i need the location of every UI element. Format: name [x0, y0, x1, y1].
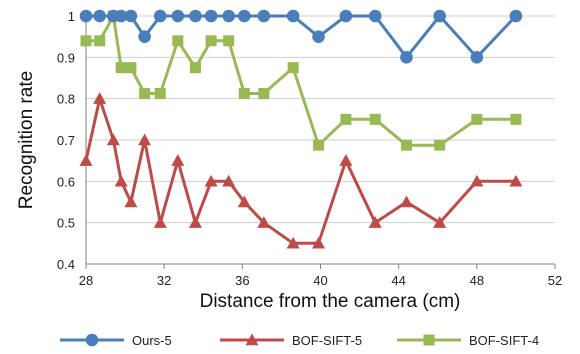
- series-line: [84, 97, 516, 245]
- data-point-circle: [312, 30, 325, 43]
- legend: Ours-5 BOF-SIFT-5 BOF-SIFT-4: [60, 333, 539, 348]
- data-point-square: [223, 35, 235, 47]
- data-point-triangle: [286, 236, 300, 249]
- data-point-triangle: [79, 154, 93, 166]
- axes: [85, 16, 556, 269]
- data-point-circle: [470, 51, 484, 64]
- data-point-triangle: [114, 174, 128, 187]
- data-point-circle: [171, 9, 185, 23]
- y-tick-label: 0.8: [57, 92, 75, 107]
- data-point-triangle: [339, 154, 353, 166]
- data-point-square: [80, 35, 92, 47]
- data-point-square: [172, 35, 184, 47]
- y-tick-label: 0.6: [57, 174, 75, 189]
- legend-label: BOF-SIFT-4: [469, 333, 539, 348]
- legend-label: BOF-SIFT-5: [292, 333, 362, 348]
- data-point-triangle: [257, 216, 271, 228]
- data-point-square: [423, 334, 435, 346]
- data-point-square: [510, 113, 522, 125]
- x-tick-label: 44: [391, 273, 405, 288]
- data-point-square: [125, 62, 137, 74]
- data-point-square: [154, 88, 166, 99]
- data-point-circle: [286, 9, 300, 23]
- data-point-square: [139, 88, 151, 99]
- data-point-triangle: [509, 174, 523, 187]
- data-point-triangle: [138, 133, 152, 146]
- series-bof-sift-5: [79, 92, 523, 249]
- data-point-triangle: [204, 174, 218, 187]
- data-point-square: [189, 62, 201, 74]
- data-point-square: [258, 88, 270, 99]
- data-point-triangle: [368, 216, 382, 228]
- y-tick-label: 0.4: [57, 257, 75, 272]
- data-point-circle: [138, 30, 151, 43]
- data-point-square: [471, 113, 483, 125]
- data-point-circle: [257, 9, 271, 23]
- data-point-circle: [189, 9, 202, 23]
- data-point-square: [400, 139, 412, 151]
- data-point-circle: [368, 9, 382, 23]
- data-point-circle: [85, 333, 99, 347]
- x-tick-label: 28: [79, 273, 93, 288]
- data-point-triangle: [222, 174, 236, 187]
- data-point-square: [369, 113, 381, 125]
- data-point-square: [205, 35, 217, 47]
- data-point-triangle: [188, 216, 202, 228]
- legend-item: Ours-5: [60, 333, 172, 348]
- data-point-square: [94, 35, 106, 47]
- series-group: [79, 9, 523, 249]
- data-point-circle: [124, 9, 138, 23]
- data-point-triangle: [399, 195, 413, 208]
- series-ours-5: [79, 9, 523, 64]
- legend-label: Ours-5: [132, 333, 172, 348]
- series-bof-sift-4: [80, 10, 522, 151]
- y-tick-label: 1: [68, 9, 75, 24]
- x-axis-title: Distance from the camera (cm): [200, 291, 461, 312]
- y-axis-title: Recognition rate: [16, 71, 37, 209]
- data-point-circle: [204, 9, 218, 23]
- x-tick-label: 40: [313, 273, 327, 288]
- data-point-triangle: [237, 195, 251, 208]
- data-point-triangle: [470, 174, 484, 187]
- x-tick-label: 36: [235, 273, 249, 288]
- x-tick-label: 32: [157, 273, 171, 288]
- data-point-triangle: [245, 333, 259, 346]
- data-point-circle: [222, 9, 235, 23]
- y-tick-label: 0.9: [57, 50, 75, 65]
- data-point-triangle: [124, 195, 138, 208]
- data-point-circle: [339, 9, 353, 23]
- data-point-square: [313, 139, 325, 151]
- x-tick-label: 52: [548, 273, 562, 288]
- data-point-circle: [79, 9, 93, 23]
- data-point-triangle: [171, 154, 185, 166]
- data-point-triangle: [93, 92, 107, 104]
- y-tick-label: 0.7: [57, 133, 75, 148]
- data-point-triangle: [433, 216, 447, 228]
- data-point-square: [238, 88, 250, 99]
- data-point-square: [287, 62, 299, 74]
- legend-item: BOF-SIFT-5: [220, 333, 362, 348]
- data-point-square: [115, 62, 127, 74]
- data-point-square: [340, 113, 352, 125]
- data-point-circle: [400, 51, 413, 64]
- x-tick-labels: 28 32 36 40 44 48 52: [79, 273, 562, 288]
- y-tick-label: 0.5: [57, 216, 75, 231]
- x-tick-label: 48: [470, 273, 484, 288]
- data-point-triangle: [153, 216, 167, 228]
- data-point-square: [434, 139, 446, 151]
- legend-item: BOF-SIFT-4: [397, 333, 539, 348]
- data-point-circle: [93, 9, 106, 23]
- data-point-circle: [509, 9, 523, 23]
- data-point-circle: [153, 9, 167, 23]
- y-tick-labels: 0.4 0.5 0.6 0.7 0.8 0.9 1: [57, 9, 75, 272]
- data-point-circle: [433, 9, 447, 23]
- data-point-triangle: [106, 133, 120, 146]
- data-point-triangle: [312, 236, 326, 249]
- data-point-circle: [237, 9, 251, 23]
